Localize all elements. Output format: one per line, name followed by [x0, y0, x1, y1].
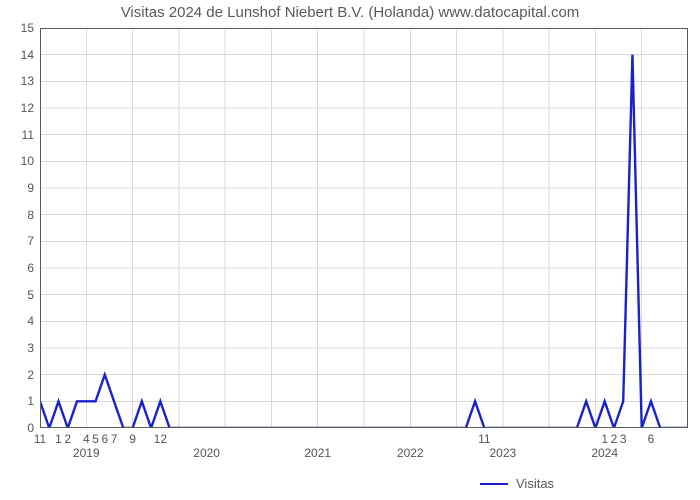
y-tick-label: 6 [27, 261, 40, 275]
x-year-label: 2023 [489, 446, 516, 460]
x-year-label: 2024 [591, 446, 618, 460]
x-month-label: 7 [111, 428, 118, 446]
y-tick-label: 12 [21, 101, 40, 115]
x-year-label: 2021 [304, 446, 331, 460]
x-month-label: 11 [34, 428, 46, 446]
x-month-label: 11 [478, 428, 490, 446]
y-tick-label: 4 [27, 314, 40, 328]
x-year-label: 2022 [397, 446, 424, 460]
legend: Visitas [480, 476, 554, 491]
y-tick-label: 11 [22, 128, 40, 142]
y-tick-label: 2 [27, 368, 40, 382]
y-tick-label: 15 [21, 21, 40, 35]
axis-border [40, 28, 688, 428]
legend-swatch [480, 483, 508, 485]
x-month-label: 12 [154, 428, 167, 446]
x-month-label: 1 [55, 428, 62, 446]
y-tick-label: 5 [27, 288, 40, 302]
x-month-label: 6 [101, 428, 108, 446]
x-month-label: 3 [620, 428, 627, 446]
x-month-label: 9 [129, 428, 136, 446]
visits-line-chart: Visitas 2024 de Lunshof Niebert B.V. (Ho… [0, 0, 700, 500]
chart-title: Visitas 2024 de Lunshof Niebert B.V. (Ho… [0, 4, 700, 21]
x-year-label: 2020 [193, 446, 220, 460]
plot-area: 0123456789101112131415 11124567912111236… [40, 28, 688, 428]
x-month-label: 2 [64, 428, 71, 446]
x-month-label: 6 [648, 428, 655, 446]
x-year-label: 2019 [73, 446, 100, 460]
legend-label: Visitas [516, 476, 554, 491]
x-month-label: 5 [92, 428, 99, 446]
y-tick-label: 3 [27, 341, 40, 355]
y-tick-label: 13 [21, 74, 40, 88]
y-tick-label: 7 [27, 234, 40, 248]
x-month-label: 2 [611, 428, 618, 446]
x-month-label: 4 [83, 428, 90, 446]
y-tick-label: 1 [27, 394, 40, 408]
y-tick-label: 9 [27, 181, 40, 195]
y-tick-label: 8 [27, 208, 40, 222]
y-tick-label: 14 [21, 48, 40, 62]
y-tick-label: 10 [21, 154, 40, 168]
x-month-label: 1 [601, 428, 608, 446]
